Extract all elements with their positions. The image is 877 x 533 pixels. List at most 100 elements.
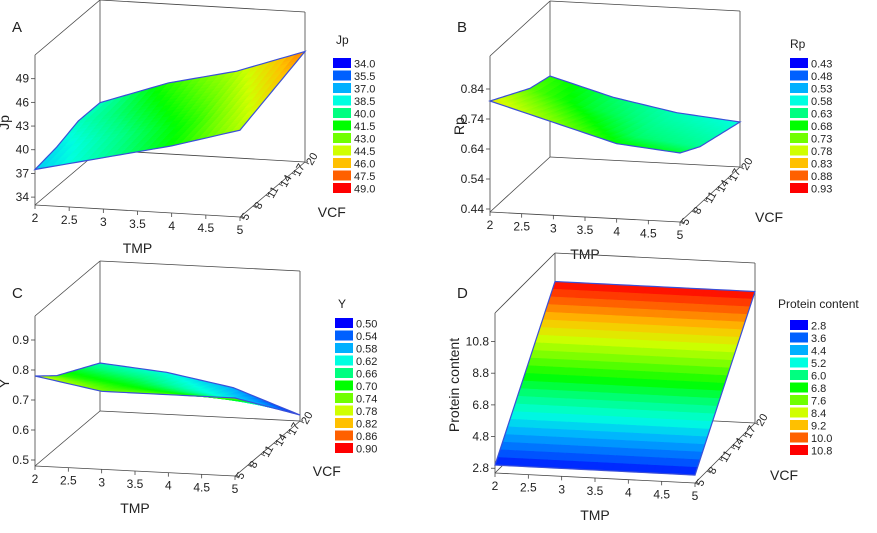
legend-swatch <box>790 345 808 355</box>
legend-label: 0.83 <box>811 159 832 171</box>
legend-label: 0.93 <box>811 184 832 196</box>
legend-label: 7.6 <box>811 396 826 408</box>
z-tick-label: 49 <box>16 72 30 86</box>
y-tick-label: 5 <box>694 477 707 488</box>
y-axis-line <box>679 166 741 223</box>
legend-swatch <box>335 380 353 391</box>
legend-label: 0.70 <box>356 381 377 393</box>
z-tick-label: 2.8 <box>472 461 489 475</box>
legend-swatch <box>790 382 808 393</box>
legend-swatch <box>790 158 808 168</box>
legend-label: 4.4 <box>811 346 826 358</box>
y-tick <box>718 458 724 462</box>
y-tick-label: 5 <box>679 216 692 227</box>
box-edge <box>99 410 301 422</box>
legend-label: 0.82 <box>356 419 377 431</box>
x-tick-label: 3.5 <box>587 484 604 498</box>
legend-label: 43.0 <box>354 134 375 146</box>
legend-swatch <box>790 420 808 430</box>
legend-swatch <box>335 330 353 341</box>
box-edge <box>34 260 101 317</box>
y-tick-label: 14 <box>278 173 295 190</box>
x-tick-label: 3 <box>558 482 565 496</box>
legend-label: 35.5 <box>354 71 375 83</box>
x-tick-label: 4 <box>625 486 632 500</box>
legend-label: 0.78 <box>356 406 377 418</box>
y-tick <box>703 199 709 203</box>
legend-label: 10.8 <box>811 446 832 458</box>
y-tick-label: 8 <box>691 205 704 216</box>
z-tick-label: 0.6 <box>12 423 29 437</box>
x-tick-label: 4 <box>168 219 175 233</box>
legend-swatch <box>790 58 808 68</box>
legend-swatch <box>790 133 808 143</box>
legend-label: 0.78 <box>811 146 832 158</box>
z-tick-label: 43 <box>16 119 30 133</box>
legend-label: 0.74 <box>356 394 377 406</box>
legend-swatch <box>333 120 351 131</box>
legend-label: 37.0 <box>354 84 375 96</box>
y-tick-label: 20 <box>304 151 321 168</box>
x-tick-label: 3.5 <box>127 477 144 491</box>
y-tick <box>754 422 760 426</box>
x-tick-label: 5 <box>232 482 239 496</box>
x-tick-label: 2 <box>32 211 39 225</box>
y-axis-line <box>239 161 306 218</box>
legend-label: 6.0 <box>811 371 826 383</box>
x-tick-label: 2 <box>487 218 494 232</box>
z-axis-title: Y <box>0 378 12 388</box>
legend-swatch <box>333 145 351 156</box>
y-tick <box>727 177 733 181</box>
x-axis-title: TMP <box>580 507 610 523</box>
legend-label: 0.66 <box>356 369 377 381</box>
legend-swatch <box>335 343 353 353</box>
x-tick-label: 5 <box>677 228 684 242</box>
legend-label: 8.4 <box>811 408 826 420</box>
legend-swatch <box>335 318 353 328</box>
y-tick-label: 20 <box>739 156 756 173</box>
y-tick-label: 14 <box>730 436 747 453</box>
y-tick-label: 14 <box>715 178 732 195</box>
y-tick-label: 11 <box>703 190 719 206</box>
legend-swatch <box>790 395 808 405</box>
z-axis-title: Rp <box>451 117 467 135</box>
box-edge <box>549 156 741 168</box>
legend-swatch <box>333 58 351 68</box>
legend-title: Y <box>338 297 346 311</box>
y-axis-title: VCF <box>770 467 798 483</box>
panel-letter: C <box>12 285 23 302</box>
x-tick-label: 2.5 <box>60 474 77 488</box>
legend-swatch <box>790 83 808 93</box>
y-tick <box>286 431 292 435</box>
legend-label: 41.5 <box>354 121 375 133</box>
x-tick-label: 5 <box>692 489 699 503</box>
legend-label: 10.0 <box>811 433 832 445</box>
legend-swatch <box>333 83 351 93</box>
y-tick <box>739 166 745 170</box>
z-tick-label: 0.64 <box>461 142 485 156</box>
legend-swatch <box>333 170 351 181</box>
panel-letter: B <box>457 19 467 36</box>
legend-label: 0.43 <box>811 59 832 71</box>
legend-swatch <box>335 443 353 453</box>
z-tick-label: 0.74 <box>461 112 485 126</box>
x-axis-title: TMP <box>123 240 153 256</box>
z-axis-title: Protein content <box>446 338 462 432</box>
legend-label: 9.2 <box>811 421 826 433</box>
legend-swatch <box>790 357 808 368</box>
legend-swatch <box>790 445 808 455</box>
legend-label: 3.6 <box>811 333 826 345</box>
surface-outline <box>33 50 307 171</box>
x-axis-title: TMP <box>120 500 150 516</box>
y-axis-line <box>234 420 301 477</box>
legend-swatch <box>333 108 351 118</box>
legend-swatch <box>790 183 808 193</box>
legend-label: 49.0 <box>354 184 375 196</box>
y-tick <box>291 172 297 176</box>
z-tick-label: 40 <box>16 143 30 157</box>
y-tick-label: 11 <box>260 444 276 460</box>
y-tick-label: 11 <box>265 185 281 201</box>
z-axis-title: Jp <box>0 115 12 130</box>
x-tick-label: 2.5 <box>61 213 78 227</box>
